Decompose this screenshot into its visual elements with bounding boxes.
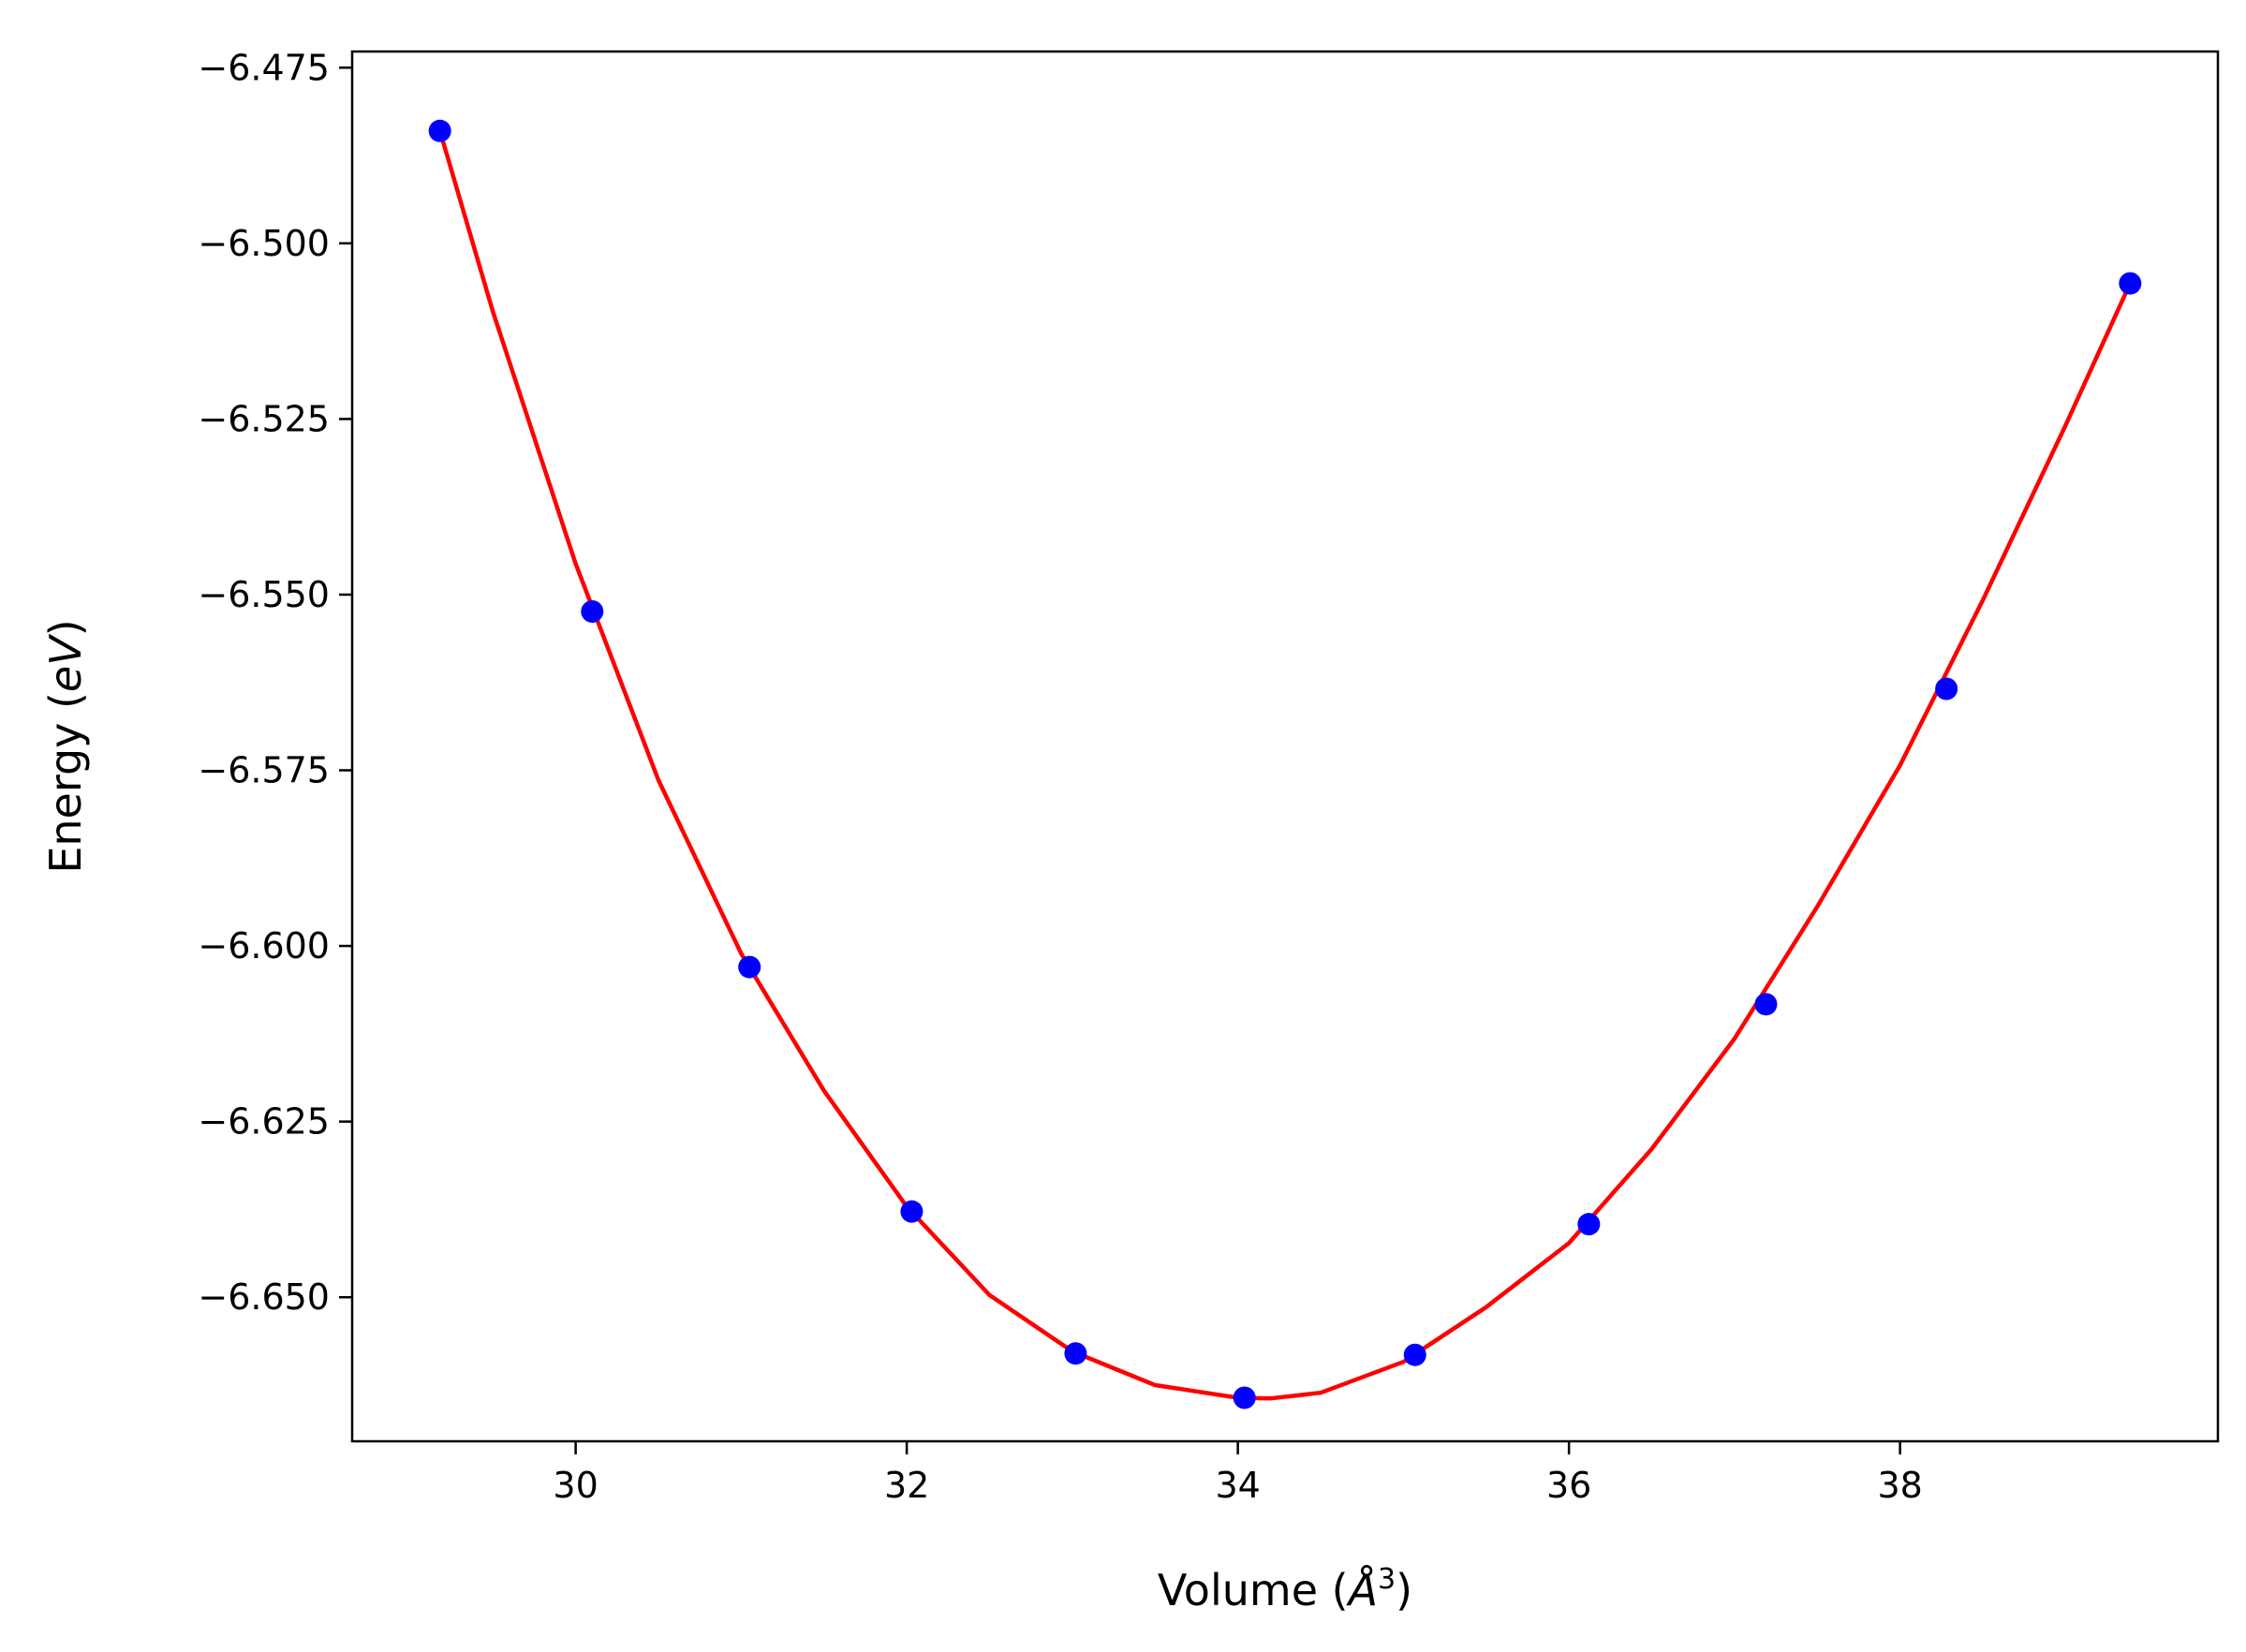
plot-area bbox=[352, 52, 2218, 1441]
y-tick-label: −6.575 bbox=[198, 750, 330, 791]
data-point bbox=[1935, 677, 1958, 701]
fit-curve bbox=[437, 130, 2133, 1401]
data-point bbox=[428, 119, 451, 142]
y-tick-label: −6.625 bbox=[198, 1101, 330, 1143]
y-tick-label: −6.525 bbox=[198, 398, 330, 439]
x-tick-label: 34 bbox=[1215, 1465, 1260, 1506]
y-axis-label: Energy (eV) bbox=[40, 619, 91, 873]
x-axis-label: Volume (Å3) bbox=[1158, 1563, 1412, 1615]
y-tick-label: −6.650 bbox=[198, 1276, 330, 1318]
series-layer bbox=[428, 119, 2142, 1409]
y-tick-label: −6.600 bbox=[198, 925, 330, 966]
x-tick-label: 30 bbox=[553, 1465, 598, 1506]
data-point bbox=[1754, 993, 1778, 1016]
data-point bbox=[1577, 1213, 1601, 1236]
data-point bbox=[2119, 272, 2142, 295]
data-point bbox=[581, 599, 604, 623]
data-point bbox=[1403, 1343, 1426, 1366]
y-tick-label: −6.475 bbox=[198, 47, 330, 88]
plot-frame bbox=[350, 50, 2220, 1443]
x-tick-label: 38 bbox=[1877, 1465, 1922, 1506]
data-point bbox=[900, 1200, 924, 1223]
data-point bbox=[738, 955, 761, 979]
x-axis-ticks: 30 32 34 36 38 bbox=[553, 1441, 1923, 1506]
y-tick-label: −6.550 bbox=[198, 574, 330, 615]
y-axis-ticks: −6.475 −6.500 −6.525 −6.550 −6.575 −6.600 −6.6… bbox=[198, 47, 352, 1318]
y-tick-label: −6.500 bbox=[198, 223, 330, 264]
data-point bbox=[1233, 1386, 1256, 1409]
x-tick-label: 32 bbox=[884, 1465, 929, 1506]
data-point bbox=[1064, 1342, 1087, 1365]
x-tick-label: 36 bbox=[1546, 1465, 1591, 1506]
